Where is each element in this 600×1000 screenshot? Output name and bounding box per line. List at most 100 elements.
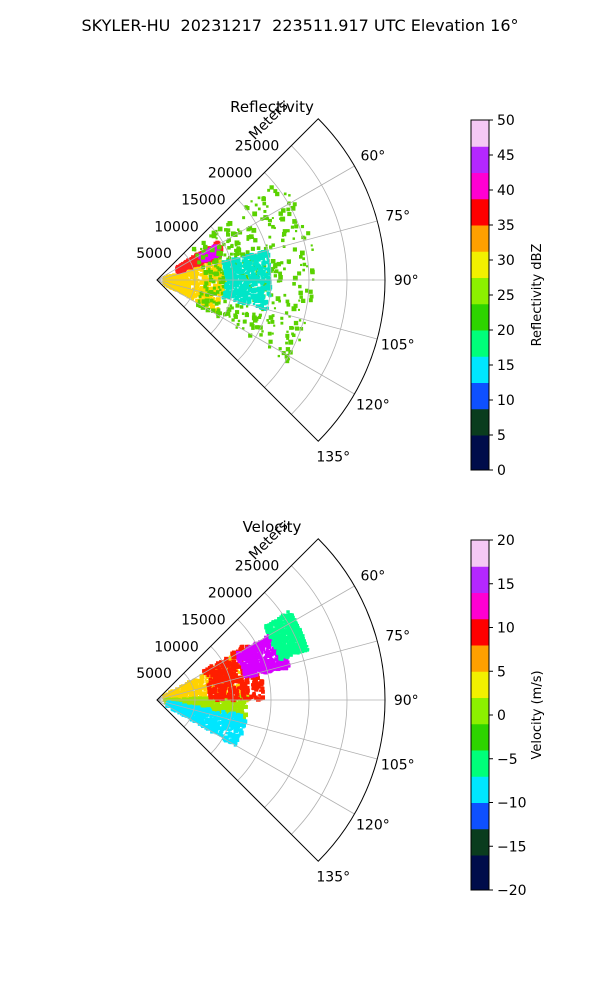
echo-gate [243, 300, 247, 304]
echo-gate [292, 237, 296, 240]
echo-gate [244, 705, 248, 710]
echo-gate [192, 678, 195, 682]
velocity-panel: Velocity500010000150002000025000Meters60… [136, 518, 545, 899]
echo-gate [292, 633, 298, 638]
colorbar-step [471, 741, 489, 751]
echo-gate [265, 660, 268, 663]
angle-tick-label: 90° [394, 273, 419, 289]
echo-gate [191, 694, 195, 699]
colorbar-step [471, 321, 489, 331]
echo-gate [298, 644, 304, 650]
echo-gate [165, 277, 168, 280]
echo-gate [239, 284, 245, 289]
echo-gate [220, 279, 226, 285]
echo-gate [262, 264, 267, 269]
echo-gate [275, 624, 279, 628]
echo-gate [246, 266, 250, 270]
echo-gate [228, 703, 233, 708]
echo-gate [289, 325, 293, 330]
echo-gate [219, 707, 223, 711]
echo-gate [191, 287, 195, 291]
echo-gate [250, 295, 254, 298]
echo-gate [251, 325, 255, 329]
echo-gate [268, 624, 272, 628]
echo-gate [221, 275, 226, 280]
echo-gate [215, 229, 218, 233]
colorbar-step [471, 268, 489, 278]
echo-gate [213, 258, 219, 264]
echo-gate [213, 704, 218, 709]
echo-gate [266, 257, 269, 260]
colorbar-tick-label: 25 [497, 288, 515, 304]
echo-gate [273, 644, 276, 648]
colorbar-step [471, 566, 489, 576]
echo-gate [213, 283, 218, 289]
echo-gate [177, 692, 182, 697]
echo-gate [280, 261, 284, 265]
echo-gate [267, 264, 271, 268]
echo-gate [228, 731, 231, 734]
echo-gate [271, 217, 274, 220]
echo-gate [177, 267, 180, 270]
echo-gate [244, 679, 249, 684]
echo-gate [256, 246, 261, 250]
echo-gate [204, 276, 208, 280]
echo-gate [239, 653, 244, 657]
echo-gate [198, 690, 202, 695]
echo-gate [245, 206, 250, 211]
echo-gate [223, 299, 227, 304]
echo-gate [228, 315, 231, 318]
echo-gate [267, 284, 271, 288]
echo-gate [235, 676, 241, 682]
echo-gate [278, 274, 283, 280]
echo-gate [283, 636, 286, 639]
echo-gate [266, 217, 270, 221]
echo-gate [264, 279, 269, 284]
azimuth-spoke [156, 165, 355, 281]
echo-gate [242, 327, 245, 330]
echo-gate [224, 275, 228, 279]
echo-gate [227, 256, 231, 259]
echo-gate [279, 279, 283, 283]
echo-gate [254, 254, 259, 259]
echo-gate [194, 694, 198, 698]
echo-gate [280, 667, 284, 671]
echo-gate [205, 676, 209, 680]
echo-gate [220, 713, 224, 717]
echo-gate [237, 299, 243, 305]
angle-tick-label: 120° [356, 398, 390, 414]
colorbar-tick-label: 5 [497, 428, 506, 444]
echo-gate [218, 277, 222, 281]
echo-gate [271, 650, 274, 654]
echo-gate [235, 721, 240, 727]
echo-gate [234, 295, 239, 301]
echo-gate [215, 693, 219, 697]
echo-gate [193, 266, 198, 271]
echo-gate [184, 292, 188, 296]
echo-gate [298, 319, 302, 322]
echo-gate [301, 298, 306, 304]
azimuth-spoke [156, 699, 378, 760]
echo-gate [225, 293, 231, 299]
echo-gate [305, 645, 309, 648]
echo-gate [261, 276, 266, 282]
echo-gate [254, 648, 259, 653]
echo-gate [193, 711, 198, 715]
echo-gate [238, 274, 242, 278]
echo-gate [243, 663, 248, 668]
echo-gate [182, 278, 188, 284]
echo-gate [212, 260, 216, 264]
echo-gate [232, 707, 236, 711]
echo-gate [180, 286, 184, 291]
colorbar-step [471, 198, 489, 208]
echo-gate [191, 246, 197, 252]
echo-gate [256, 286, 262, 292]
echo-gate [184, 274, 189, 280]
echo-gate [282, 245, 286, 248]
echo-gate [270, 662, 276, 668]
echo-gate [206, 708, 212, 713]
echo-gate [184, 682, 189, 687]
echo-gate [200, 305, 206, 310]
echo-gate [192, 681, 196, 685]
echo-gate [211, 279, 216, 284]
